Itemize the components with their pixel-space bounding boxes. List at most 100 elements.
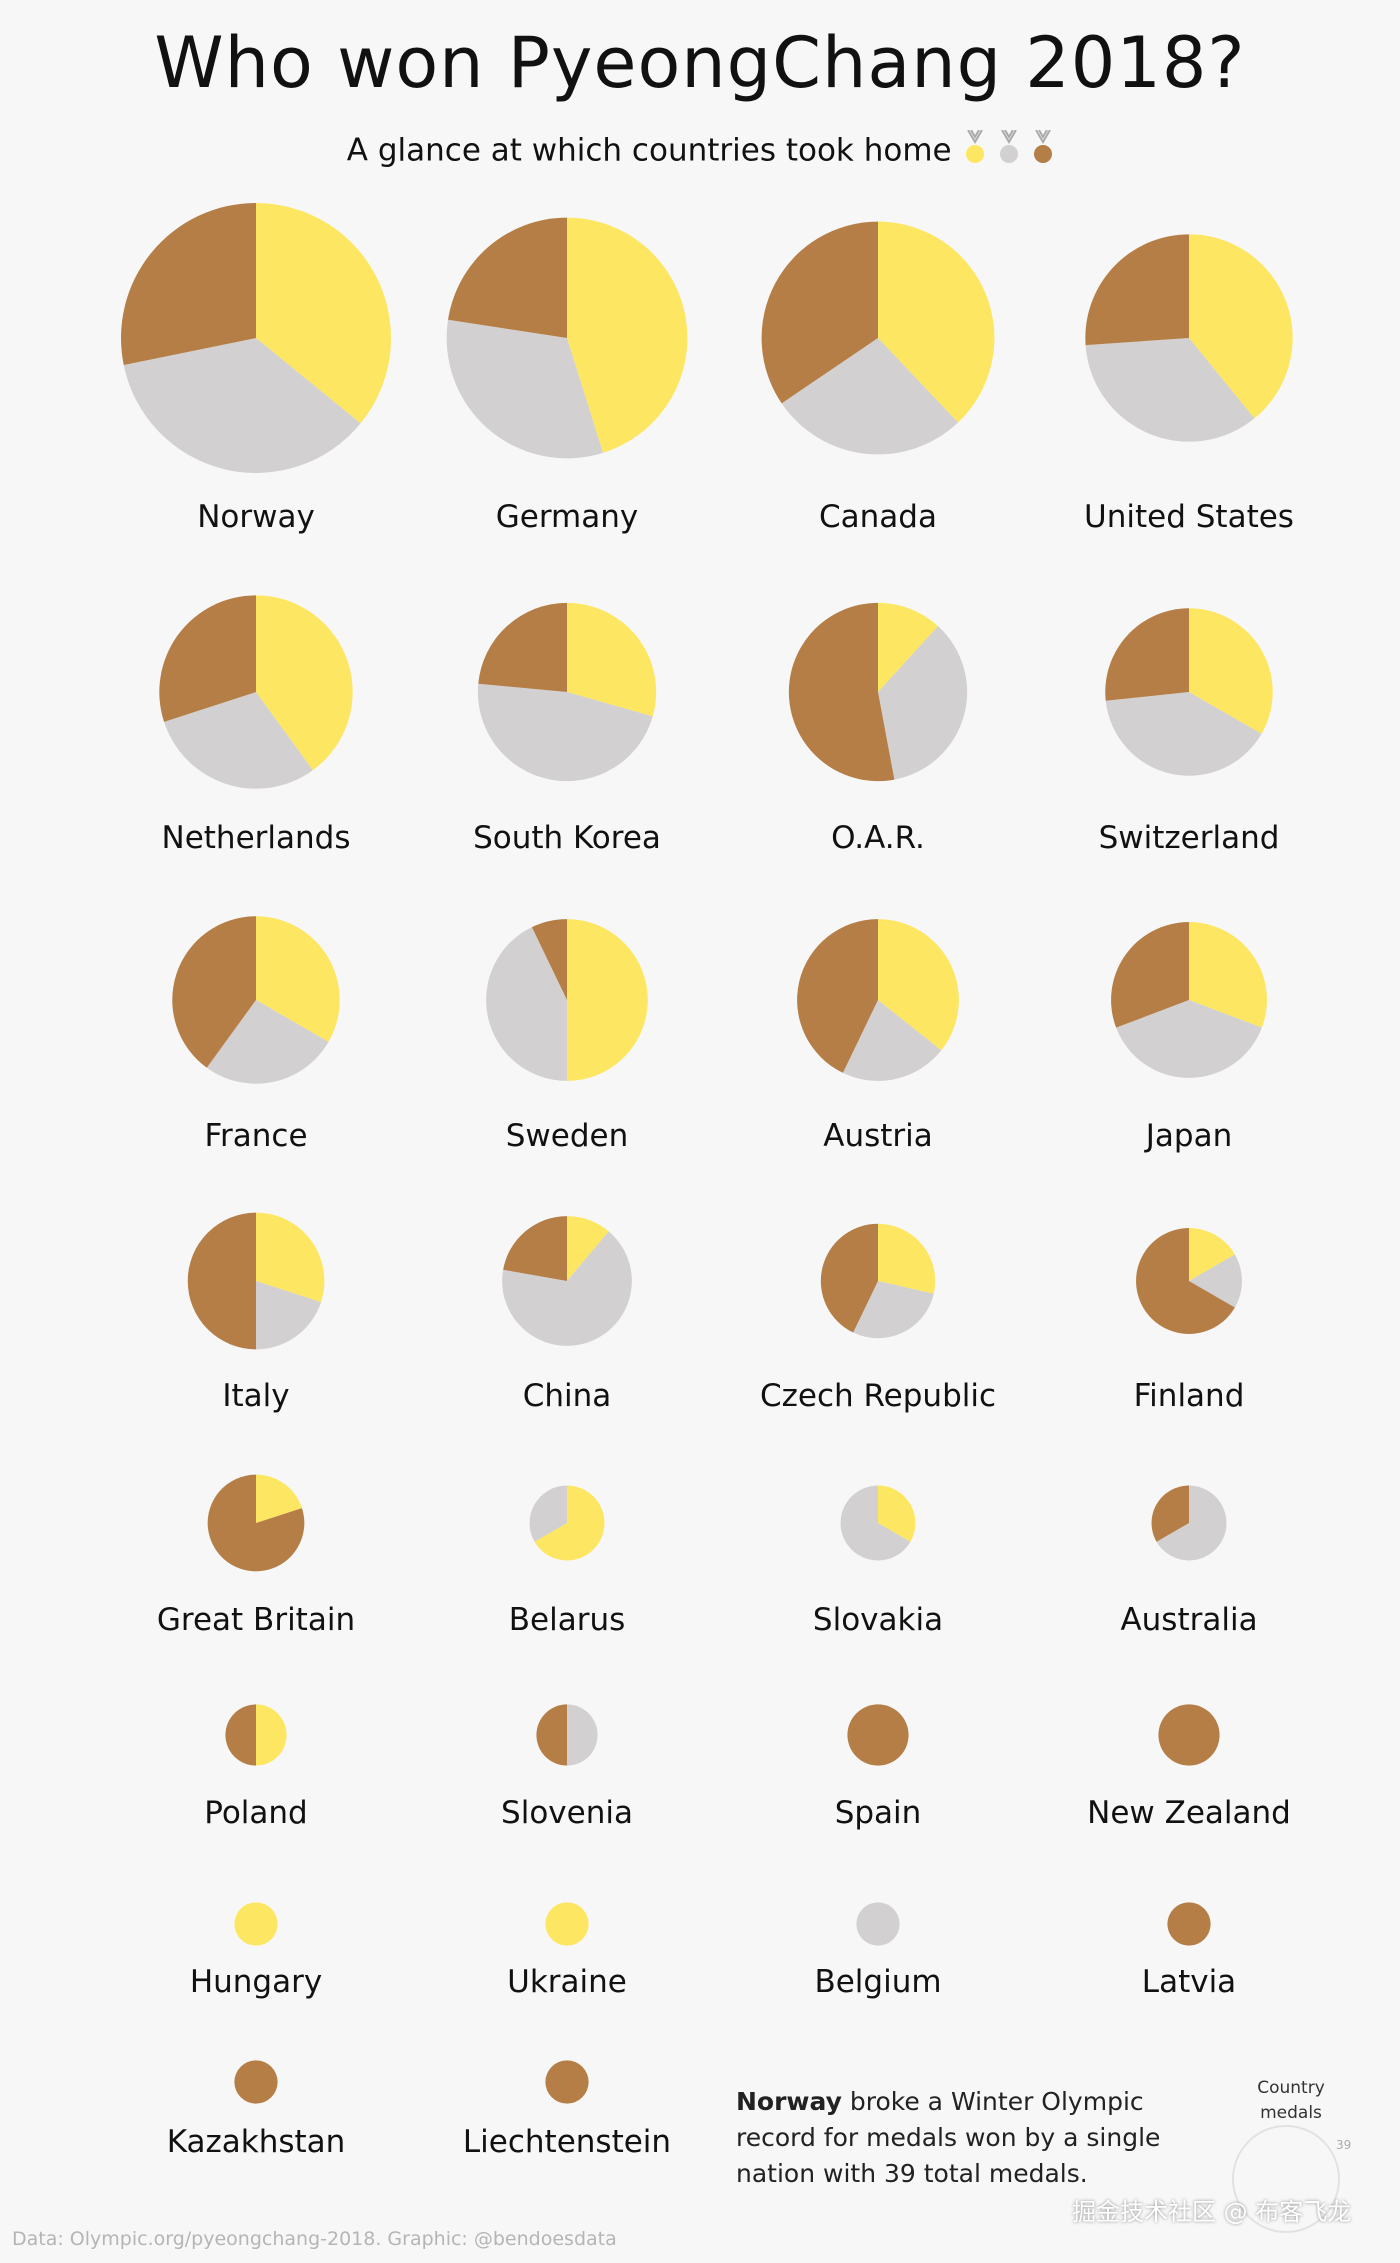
slice-austria-gold: [878, 919, 959, 1051]
slice-italy-bronze: [187, 1212, 256, 1350]
country-label-finland: Finland: [1134, 1378, 1245, 1414]
pie-liechtenstein: [545, 2060, 589, 2104]
slice-south-korea-gold: [567, 602, 657, 717]
pie-new-zealand: [1158, 1704, 1220, 1766]
pie-japan: [1111, 922, 1267, 1078]
slice-south-korea-silver: [477, 683, 653, 782]
chart-subtitle: A glance at which countries took home: [346, 132, 952, 169]
pie-o-a-r: [788, 602, 968, 782]
slice-finland-silver: [1189, 1254, 1242, 1308]
slice-sweden-bronze: [531, 919, 567, 1000]
pie-germany: [446, 217, 688, 459]
pie-ukraine: [545, 1902, 589, 1946]
slice-hungary-gold: [234, 1902, 278, 1946]
slice-switzerland-silver: [1105, 692, 1262, 776]
pie-spain: [847, 1704, 909, 1766]
legend-label: Country medals: [1257, 2078, 1325, 2123]
pie-slovakia: [840, 1485, 916, 1561]
slice-finland-bronze: [1136, 1228, 1235, 1334]
slice-france-silver: [206, 1000, 329, 1084]
slice-italy-gold: [256, 1212, 325, 1303]
pie-austria: [797, 919, 959, 1081]
note-country: Norway: [736, 2087, 842, 2116]
country-label-new-zealand: New Zealand: [1087, 1795, 1291, 1831]
silver-medal-icon: [999, 129, 1019, 174]
pie-hungary: [234, 1902, 278, 1946]
country-label-great-britain: Great Britain: [157, 1602, 355, 1638]
slice-netherlands-bronze: [159, 595, 256, 722]
slice-czech-republic-gold: [878, 1223, 936, 1294]
slice-germany-silver: [446, 319, 604, 459]
slice-belgium-silver: [856, 1902, 900, 1946]
country-label-united-states: United States: [1084, 499, 1294, 535]
watermark: 掘金技术社区 @ 布客飞龙: [1072, 2198, 1352, 2226]
slice-slovakia-silver: [840, 1485, 911, 1561]
slice-slovenia-bronze: [536, 1704, 567, 1766]
slice-o-a-r-gold: [878, 602, 939, 692]
country-label-france: France: [204, 1118, 307, 1154]
slice-united-states-bronze: [1085, 234, 1189, 346]
pie-poland: [225, 1704, 287, 1766]
slice-australia-bronze: [1151, 1485, 1189, 1542]
slice-united-states-gold: [1189, 234, 1293, 419]
slice-canada-silver: [781, 338, 959, 455]
slice-czech-republic-bronze: [820, 1223, 878, 1333]
record-note: Norway broke a Winter Olympic record for…: [736, 2084, 1216, 2192]
slice-new-zealand-bronze: [1158, 1704, 1220, 1766]
slice-norway-silver: [123, 338, 361, 473]
pie-belgium: [856, 1902, 900, 1946]
pie-belarus: [529, 1485, 605, 1561]
pie-france: [172, 916, 340, 1084]
chart-title: Who won PyeongChang 2018?: [154, 22, 1246, 104]
slice-japan-silver: [1116, 1000, 1262, 1078]
slice-ukraine-gold: [545, 1902, 589, 1946]
pie-switzerland: [1105, 608, 1273, 776]
slice-china-silver: [502, 1231, 632, 1346]
pie-south-korea: [477, 602, 657, 782]
slice-latvia-bronze: [1167, 1902, 1211, 1946]
slice-canada-bronze: [761, 221, 878, 404]
country-label-spain: Spain: [835, 1795, 922, 1831]
slice-czech-republic-silver: [853, 1281, 934, 1339]
slice-belarus-silver: [529, 1485, 567, 1542]
pie-finland: [1136, 1228, 1242, 1334]
subtitle-row: A glance at which countries took home: [0, 129, 1400, 174]
country-label-netherlands: Netherlands: [162, 820, 351, 856]
country-label-liechtenstein: Liechtenstein: [463, 2124, 671, 2160]
country-label-kazakhstan: Kazakhstan: [167, 2124, 346, 2160]
slice-south-korea-bronze: [478, 602, 567, 692]
slice-sweden-gold: [567, 919, 648, 1081]
country-label-o-a-r: O.A.R.: [831, 820, 925, 856]
pie-canada: [761, 221, 995, 455]
slice-o-a-r-silver: [878, 626, 968, 780]
country-label-china: China: [523, 1378, 612, 1414]
slice-japan-gold: [1189, 922, 1267, 1028]
pie-slovenia: [536, 1704, 598, 1766]
slice-netherlands-silver: [164, 692, 313, 789]
country-label-switzerland: Switzerland: [1099, 820, 1280, 856]
country-label-hungary: Hungary: [190, 1964, 322, 2000]
slice-poland-bronze: [225, 1704, 256, 1766]
country-label-sweden: Sweden: [506, 1118, 629, 1154]
country-label-slovakia: Slovakia: [813, 1602, 943, 1638]
slice-belarus-gold: [534, 1485, 605, 1561]
pie-kazakhstan: [234, 2060, 278, 2104]
country-label-belarus: Belarus: [509, 1602, 626, 1638]
slice-canada-gold: [878, 221, 995, 423]
country-label-slovenia: Slovenia: [501, 1795, 633, 1831]
slice-sweden-silver: [486, 927, 567, 1081]
pie-great-britain: [207, 1474, 305, 1572]
slice-united-states-silver: [1085, 338, 1255, 442]
slice-switzerland-bronze: [1105, 608, 1189, 701]
pie-netherlands: [159, 595, 353, 789]
slice-switzerland-gold: [1189, 608, 1273, 734]
legend-circle: [1232, 2125, 1340, 2233]
slice-austria-silver: [842, 1000, 942, 1081]
note-text: broke a Winter Olympic record for medals…: [736, 2087, 1161, 2188]
legend-value: 39: [1336, 2138, 1352, 2152]
slice-france-gold: [256, 916, 340, 1042]
slice-o-a-r-bronze: [788, 602, 895, 782]
pie-sweden: [486, 919, 648, 1081]
country-label-latvia: Latvia: [1142, 1964, 1236, 2000]
